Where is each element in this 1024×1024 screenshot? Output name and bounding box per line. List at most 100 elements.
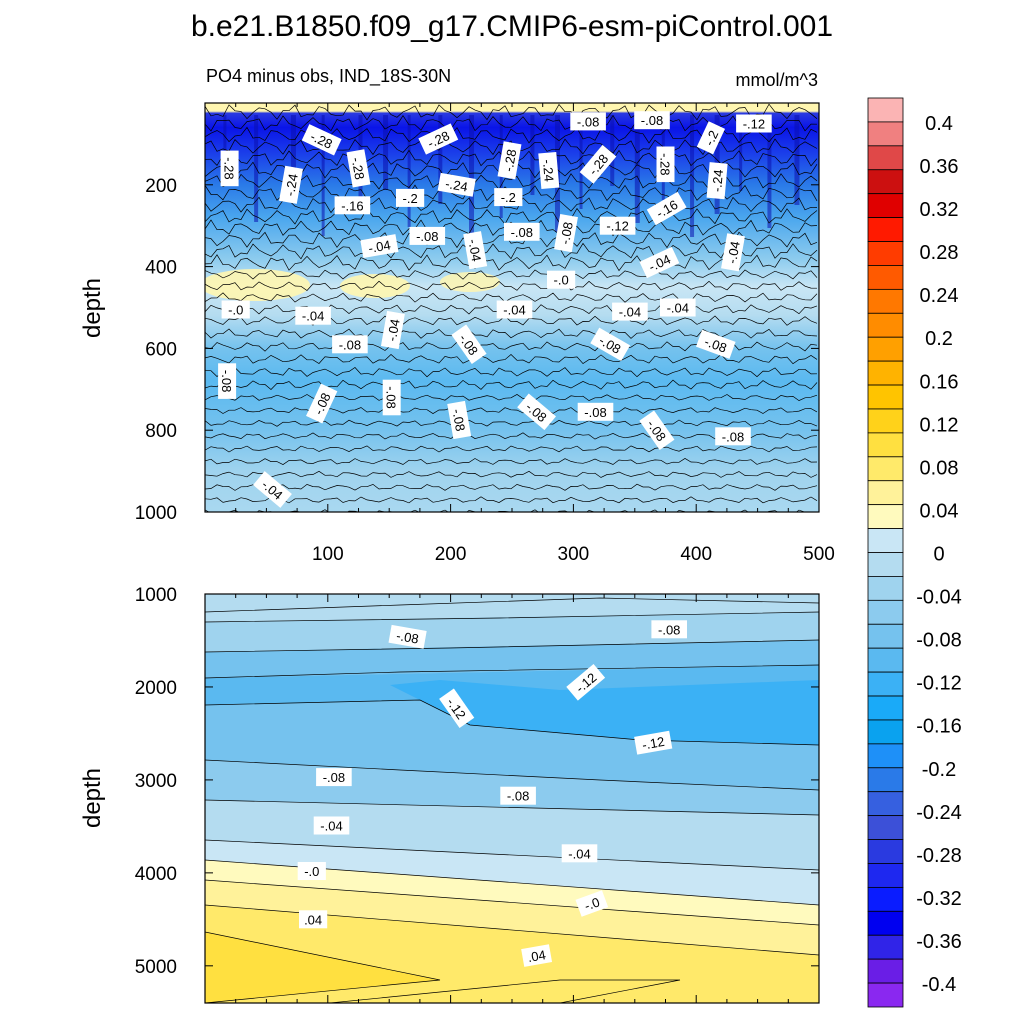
upper-contour-line — [205, 196, 818, 214]
colorbar-label: -0.16 — [916, 716, 962, 738]
contour-label: -.0 — [221, 300, 250, 319]
contour-label: -.24 — [706, 162, 728, 200]
contour-label-box — [547, 270, 576, 289]
contour-label: -.08 — [218, 363, 237, 399]
colorbar-label: -0.24 — [916, 802, 962, 824]
colorbar-label: 0.28 — [920, 242, 959, 264]
colorbar-swatch — [867, 145, 904, 171]
contour-label-text: -.08 — [641, 113, 663, 128]
contour-label: -.04 — [380, 310, 405, 350]
contour-label-text: -.2 — [403, 191, 418, 206]
contour-label: -.2 — [696, 121, 726, 155]
colorbar-swatch — [867, 576, 904, 601]
colorbar-swatch — [867, 408, 904, 434]
contour-label-box — [437, 172, 476, 197]
contour-label-text: -.12 — [641, 734, 666, 753]
upper-contour-labels: -.28 -.28-.28 -.28 -.28 -.28 -.28-.2-.08 -.08-… — [218, 111, 772, 508]
colorbar-swatch — [867, 623, 904, 649]
contour-label-box — [651, 620, 687, 639]
contour-label: -.24 — [279, 165, 303, 204]
y-tick-label: 200 — [145, 176, 177, 197]
contour-label-box — [396, 188, 425, 207]
contour-label-text: -.04 — [465, 238, 484, 263]
streak — [383, 115, 389, 190]
upper-x-tick-labels: 100 200 300 400 500 — [312, 544, 835, 565]
contour-label: -.08 — [695, 329, 736, 359]
colorbar-label: 0.2 — [925, 328, 953, 350]
contour-label-text: -.04 — [568, 846, 590, 861]
colorbar-swatch — [867, 599, 904, 625]
colorbar-swatch — [867, 480, 904, 506]
contour-label-box — [634, 730, 673, 755]
colorbar-swatch — [867, 671, 904, 697]
contour-label-box — [695, 329, 736, 359]
lower-contour-line — [205, 699, 819, 746]
streak — [438, 115, 443, 204]
contour-label-text: -.08 — [384, 386, 399, 408]
contour-label-box — [301, 124, 342, 156]
colorbar: 0.4 0.36 0.32 0.28 0.24 0.2 0.16 0.12 0.08 0.04 0 -… — [867, 97, 962, 1008]
contour-label-text: .04 — [304, 912, 322, 927]
lower-contour-line — [205, 597, 819, 613]
contour-label-box — [579, 144, 617, 184]
contour-label-box — [575, 890, 609, 917]
contour-label-box — [500, 786, 536, 805]
contour-label: .04 — [521, 944, 553, 967]
colorbar-swatch — [867, 456, 904, 482]
contour-label-box — [646, 191, 687, 226]
contour-label-box — [306, 383, 338, 424]
contour-label-box — [570, 112, 606, 131]
contour-label-text: -.08 — [219, 370, 234, 392]
upper-contour-line — [205, 470, 818, 478]
colorbar-swatch — [867, 886, 904, 912]
contour-label-box — [639, 410, 675, 450]
x-tick-label: 500 — [803, 544, 835, 565]
contour-label: -.08 — [332, 335, 368, 354]
contour-label: -.04 — [612, 302, 648, 321]
lower-contour-line — [205, 759, 819, 791]
lower-contour-line — [205, 799, 819, 816]
y-tick-label: 3000 — [135, 771, 177, 792]
colorbar-label: 0.36 — [920, 156, 959, 178]
contour-label: -.28 — [346, 149, 371, 188]
colorbar-label: -0.2 — [922, 759, 956, 781]
contour-label-box — [554, 214, 578, 253]
contour-label: -.08 — [570, 112, 606, 131]
contour-label: -.08 — [447, 400, 472, 440]
contour-label-text: -.08 — [658, 622, 680, 637]
colorbar-swatch — [867, 217, 904, 242]
colorbar-swatch — [867, 552, 904, 577]
lower-contour-line — [205, 839, 819, 871]
contour-label-text: -.28 — [349, 156, 368, 181]
contour-label: -.08 — [409, 226, 446, 245]
contour-label-text: -.12 — [743, 117, 765, 132]
contour-label: -.08 — [715, 427, 751, 446]
colorbar-label: 0.04 — [920, 500, 959, 522]
colorbar-swatch — [867, 504, 904, 529]
contour-label-text: -.08 — [395, 628, 420, 647]
contour-label-box — [639, 246, 680, 279]
upper-contour-line — [205, 328, 818, 339]
contour-label-text: -.04 — [367, 237, 392, 256]
contour-label: -.04 — [313, 816, 350, 835]
colorbar-swatch — [867, 934, 904, 960]
contour-label: -.04 — [721, 233, 745, 272]
contour-label-box — [656, 146, 675, 183]
y-tick-label: 600 — [145, 339, 177, 360]
contour-label: -.24 — [437, 172, 476, 197]
contour-label-text: -.0 — [304, 864, 319, 879]
colorbar-swatch — [867, 982, 904, 1008]
contour-label: -.28 — [418, 123, 459, 155]
lower-contour-line — [205, 611, 819, 623]
contour-label-box — [439, 688, 475, 729]
contour-label-box — [380, 310, 405, 350]
contour-label-box — [599, 216, 636, 235]
colorbar-label: 0 — [933, 544, 944, 566]
upper-contour-line — [205, 103, 818, 121]
colorbar-swatch — [867, 360, 904, 386]
colorbar-label: -0.08 — [916, 630, 962, 652]
contour-label-text: -.24 — [282, 173, 301, 198]
colorbar-swatch — [867, 432, 904, 458]
colorbar-label: -0.28 — [916, 845, 962, 867]
